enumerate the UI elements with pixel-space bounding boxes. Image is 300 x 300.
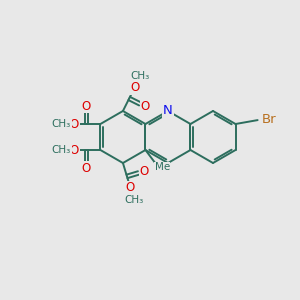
Text: O: O [140,165,149,178]
Text: O: O [130,81,139,94]
Text: CH₃: CH₃ [131,71,150,81]
Text: CH₃: CH₃ [52,145,71,155]
Text: N: N [163,104,173,118]
Text: O: O [82,100,91,112]
Text: O: O [141,100,150,113]
Text: CH₃: CH₃ [124,195,144,206]
Text: Me: Me [154,162,170,172]
Text: O: O [126,182,135,194]
Text: O: O [82,161,91,175]
Text: Br: Br [261,112,276,126]
Text: O: O [70,143,79,157]
Text: O: O [70,118,79,130]
Text: CH₃: CH₃ [52,119,71,129]
